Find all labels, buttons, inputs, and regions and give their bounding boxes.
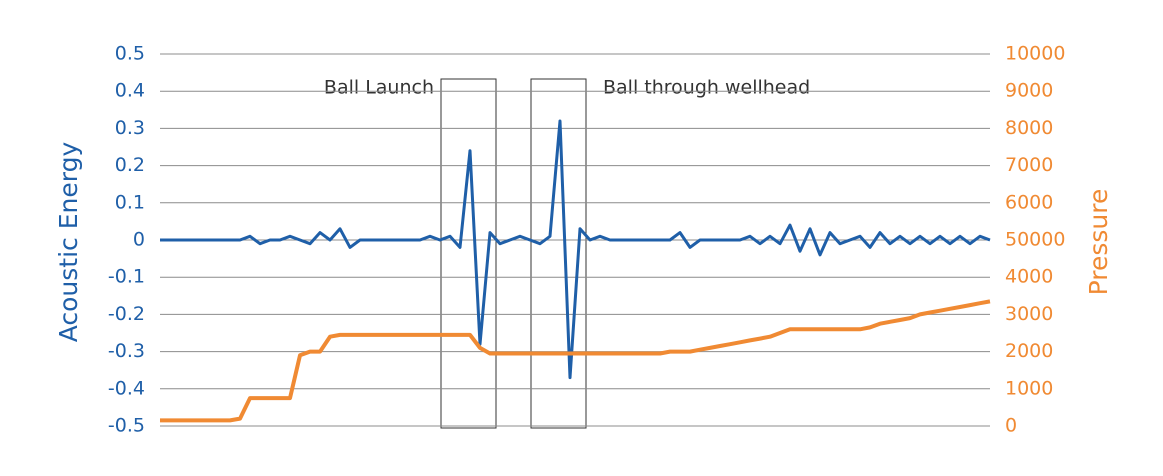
y-tick-label: 0.1: [115, 191, 145, 213]
y2-tick-label: 8000: [1005, 117, 1053, 139]
y2-tick-label: 7000: [1005, 154, 1053, 176]
y2-tick-label: 3000: [1005, 303, 1053, 325]
y2-tick-label: 50000: [1005, 229, 1065, 251]
y-tick-label: -0.5: [108, 415, 145, 437]
y-axis-title: Acoustic Energy: [54, 142, 83, 343]
line-series: [160, 119, 991, 380]
y2-tick-label: 9000: [1005, 80, 1053, 102]
y-tick-label: -0.2: [108, 303, 145, 325]
y-tick-label: 0.2: [115, 154, 145, 176]
annotation-box: [440, 78, 497, 429]
y2-tick-label: 6000: [1005, 191, 1053, 213]
y2-tick-label: 2000: [1005, 340, 1053, 362]
y2-tick-label: 4000: [1005, 266, 1053, 288]
annotation: Ball Launch: [324, 77, 434, 99]
y2-axis-title: Pressure: [1084, 189, 1113, 296]
y-tick-label: -0.1: [108, 266, 145, 288]
y-tick-label: -0.4: [108, 377, 145, 399]
y2-tick-label: 1000: [1005, 377, 1053, 399]
y-tick-label: 0.5: [115, 43, 145, 65]
y-tick-label: 0.3: [115, 117, 145, 139]
y-tick-label: 0.4: [115, 80, 145, 102]
annotation: Ball through wellhead: [603, 77, 810, 99]
annotation-box: [530, 78, 587, 429]
line-series: [160, 299, 991, 423]
y2-tick-label: 10000: [1005, 43, 1065, 65]
y-tick-label: 0: [133, 229, 145, 251]
y2-tick-label: 0: [1005, 415, 1017, 437]
y-tick-label: -0.3: [108, 340, 145, 362]
